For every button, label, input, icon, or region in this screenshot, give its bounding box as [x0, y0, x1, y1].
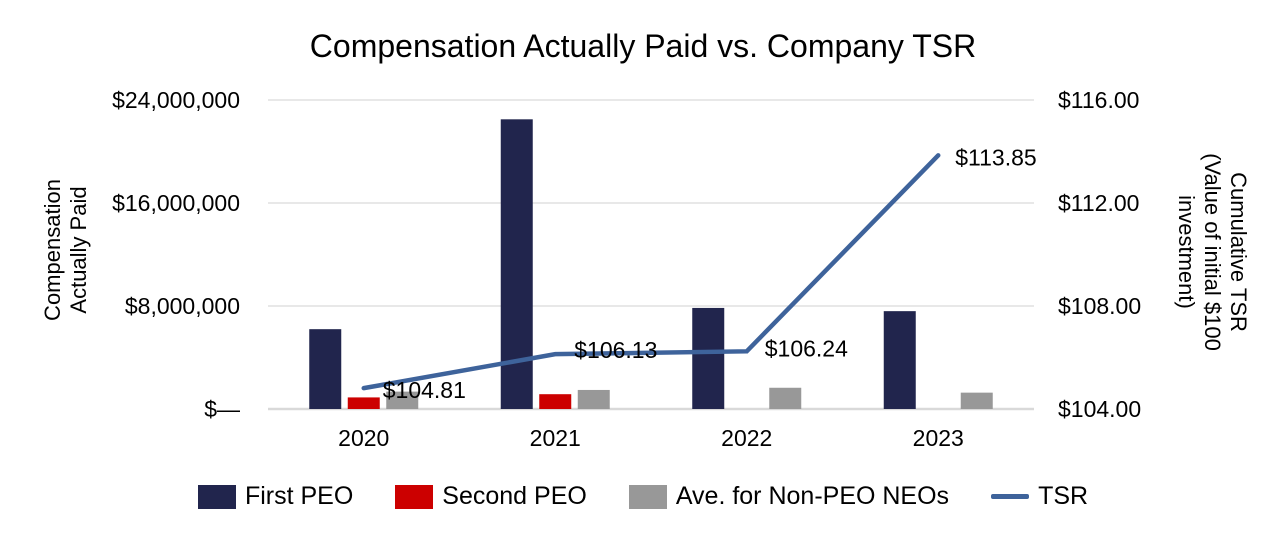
bar-second-peo-2021 — [539, 394, 572, 409]
y-axis-right-tick-label: $108.00 — [1058, 293, 1141, 319]
legend-item-ave-for-non-peo-neos: Ave. for Non-PEO NEOs — [628, 482, 950, 511]
bar-second-peo-2020 — [347, 397, 380, 409]
tsr-point-label-2020: $104.81 — [383, 377, 466, 403]
tsr-point-label-2021: $106.13 — [574, 337, 657, 363]
chart-title: Compensation Actually Paid vs. Company T… — [309, 28, 977, 64]
bar-first-peo-2023 — [883, 311, 916, 409]
y-axis-left-tick-label: $8,000,000 — [125, 293, 240, 319]
legend-swatch-first-peo-icon — [197, 484, 236, 509]
legend-swatch-ave-for-non-peo-neos-icon — [628, 484, 667, 509]
tsr-line — [361, 153, 941, 391]
legend-label-ave-for-non-peo-neos: Ave. for Non-PEO NEOs — [675, 482, 950, 510]
y-axis-left-tick-label: $16,000,000 — [112, 190, 240, 216]
legend-item-first-peo: First PEO — [197, 482, 354, 511]
x-axis-label-2020: 2020 — [338, 425, 389, 451]
y-axis-left-tick-label: $— — [204, 396, 240, 422]
tsr-point-label-2022: $106.24 — [765, 335, 848, 361]
legend-swatch-second-peo-icon — [395, 484, 434, 509]
x-axis-label-2022: 2022 — [721, 425, 772, 451]
legend-label-second-peo: Second PEO — [442, 482, 587, 510]
legend-item-second-peo: Second PEO — [395, 482, 587, 511]
bar-first-peo-2021 — [500, 119, 533, 409]
y-axis-right-tick-label: $112.00 — [1058, 190, 1139, 216]
bar-ave-for-non-peo-neos-2021 — [577, 389, 610, 409]
bar-ave-for-non-peo-neos-2022 — [769, 387, 802, 409]
legend-label-tsr: TSR — [1038, 482, 1089, 510]
y-axis-left-tick-label: $24,000,000 — [112, 87, 240, 113]
x-axis-label-2021: 2021 — [530, 425, 581, 451]
y-axis-right-tick-label: $104.00 — [1058, 396, 1141, 422]
bar-first-peo-2022 — [692, 307, 725, 409]
bar-ave-for-non-peo-neos-2023 — [960, 392, 993, 409]
legend-item-tsr: TSR — [991, 482, 1088, 511]
legend-label-first-peo: First PEO — [244, 482, 354, 510]
tsr-point-label-2023: $113.85 — [955, 144, 1036, 170]
bar-ave-for-non-peo-neos-2020 — [386, 391, 419, 409]
x-axis-label-2023: 2023 — [913, 425, 964, 451]
legend: First PEO Second PEO Ave. for Non-PEO NEOs… — [0, 482, 1286, 511]
bar-first-peo-2020 — [309, 329, 342, 409]
y-axis-right-tick-label: $116.00 — [1058, 87, 1139, 113]
legend-line-tsr-icon — [991, 494, 1030, 499]
